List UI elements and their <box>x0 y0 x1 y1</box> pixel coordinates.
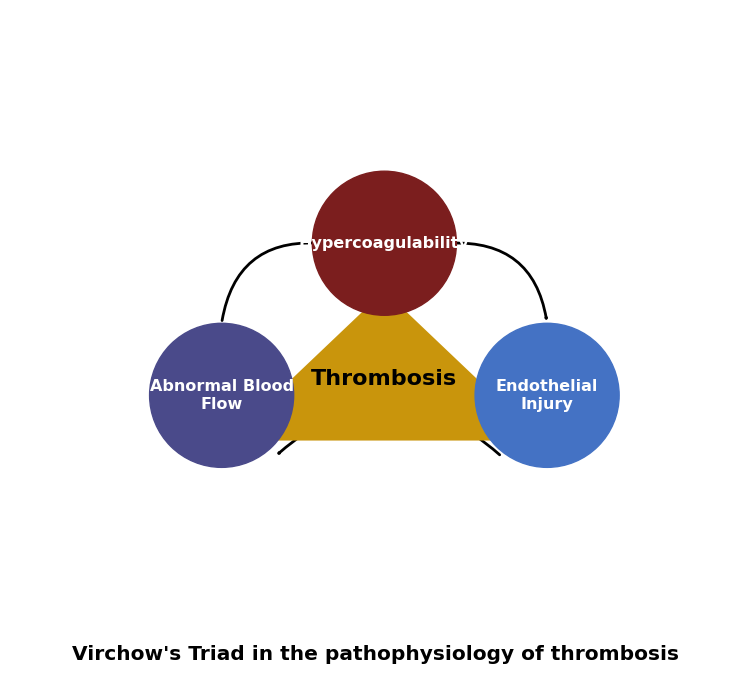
Circle shape <box>475 323 620 467</box>
Text: Endothelial
Injury: Endothelial Injury <box>496 378 598 412</box>
Polygon shape <box>227 291 542 441</box>
FancyArrowPatch shape <box>452 243 547 318</box>
Text: Hypercoagulability: Hypercoagulability <box>299 236 470 251</box>
Text: Virchow's Triad in the pathophysiology of thrombosis: Virchow's Triad in the pathophysiology o… <box>71 645 679 665</box>
Circle shape <box>312 171 457 315</box>
FancyArrowPatch shape <box>222 243 315 321</box>
Text: Abnormal Blood
Flow: Abnormal Blood Flow <box>149 378 294 412</box>
Text: Thrombosis: Thrombosis <box>311 369 458 389</box>
Circle shape <box>149 323 294 467</box>
FancyArrowPatch shape <box>279 405 500 455</box>
